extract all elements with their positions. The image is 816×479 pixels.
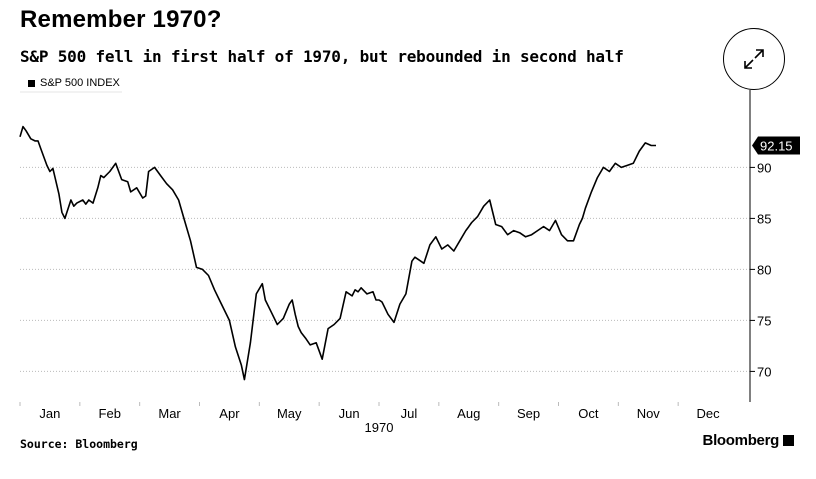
- bloomberg-terminal-icon: [783, 435, 794, 446]
- y-tick-label-90: 90: [757, 160, 771, 175]
- x-tick-label-may: May: [277, 406, 302, 421]
- brand-text: Bloomberg: [702, 432, 780, 449]
- chart-subtitle: S&P 500 fell in first half of 1970, but …: [20, 47, 624, 66]
- x-axis-year-label: 1970: [365, 420, 394, 435]
- y-axis: 70 75 80 85 90: [749, 90, 771, 402]
- x-tick-label-aug: Aug: [457, 406, 480, 421]
- last-value-tag: 92.15: [752, 136, 800, 155]
- x-tick-label-sep: Sep: [517, 406, 540, 421]
- series-line-sp500: [19, 125, 656, 381]
- x-tick-label-jan: Jan: [39, 406, 60, 421]
- legend: S&P 500 INDEX: [28, 77, 120, 89]
- brand-logo: Bloomberg: [703, 432, 794, 449]
- source-note: Source: Bloomberg: [20, 437, 138, 451]
- y-tick-label-75: 75: [757, 313, 771, 328]
- y-tick-label-85: 85: [757, 211, 771, 226]
- y-tick-label-80: 80: [757, 262, 771, 277]
- x-tick-label-oct: Oct: [578, 406, 599, 421]
- expand-button[interactable]: [723, 28, 785, 90]
- legend-swatch: [28, 79, 35, 87]
- y-tick-label-70: 70: [757, 364, 771, 379]
- x-axis: Jan Feb Mar Apr May Jun Jul Aug Sep Oct Nov Dec: [19, 402, 721, 421]
- x-tick-label-feb: Feb: [99, 406, 121, 421]
- expand-icon: [744, 49, 764, 69]
- gridlines: [20, 166, 750, 372]
- chart-title: Remember 1970?: [20, 6, 222, 33]
- x-tick-label-apr: Apr: [219, 406, 240, 421]
- x-tick-label-dec: Dec: [697, 406, 721, 421]
- legend-label: S&P 500 INDEX: [40, 77, 120, 89]
- last-value-label: 92.15: [760, 138, 793, 153]
- x-tick-label-mar: Mar: [158, 406, 181, 421]
- x-tick-label-jun: Jun: [339, 406, 360, 421]
- x-tick-label-jul: Jul: [401, 406, 418, 421]
- x-tick-label-nov: Nov: [637, 406, 661, 421]
